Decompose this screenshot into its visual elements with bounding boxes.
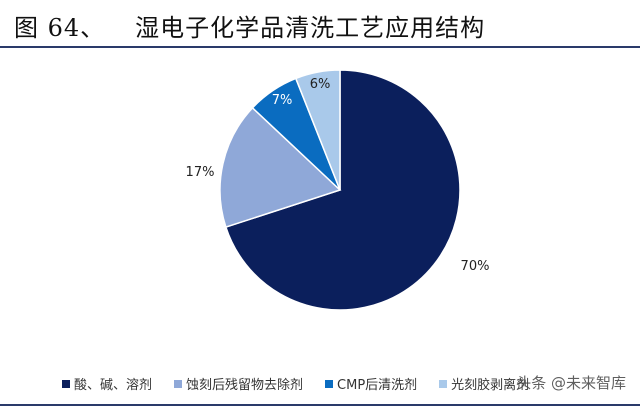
chart-title: 图 64、 湿电子化学品清洗工艺应用结构 bbox=[14, 8, 485, 43]
legend: 酸、碱、溶剂 蚀刻后残留物去除剂 CMP后清洗剂 光刻胶剥离剂 bbox=[62, 374, 529, 393]
legend-label: CMP后清洗剂 bbox=[337, 378, 418, 393]
slice-label: 17% bbox=[186, 165, 215, 180]
legend-label: 酸、碱、溶剂 bbox=[74, 378, 153, 393]
slice-label: 7% bbox=[272, 93, 293, 108]
pie-slice bbox=[224, 69, 461, 311]
legend-item: 光刻胶剥离剂 bbox=[439, 374, 529, 393]
legend-swatch bbox=[439, 379, 448, 388]
pie-slice bbox=[219, 106, 342, 229]
watermark: 头条 @未来智库 bbox=[516, 374, 626, 392]
figure-number: 图 64、 bbox=[14, 14, 106, 42]
pie-slice bbox=[294, 69, 341, 191]
slice-label: 70% bbox=[461, 259, 490, 274]
legend-swatch bbox=[62, 379, 70, 388]
bottom-rule bbox=[0, 404, 640, 406]
legend-item: CMP后清洗剂 bbox=[325, 374, 417, 393]
top-rule bbox=[0, 46, 640, 48]
legend-item: 酸、碱、溶剂 bbox=[62, 374, 152, 393]
legend-swatch bbox=[174, 379, 183, 388]
legend-item: 蚀刻后残留物去除剂 bbox=[174, 374, 303, 393]
legend-label: 蚀刻后残留物去除剂 bbox=[186, 378, 304, 393]
title-text: 湿电子化学品清洗工艺应用结构 bbox=[135, 14, 486, 42]
legend-label: 光刻胶剥离剂 bbox=[451, 378, 530, 393]
slice-label: 6% bbox=[310, 77, 331, 92]
legend-swatch bbox=[325, 379, 334, 388]
